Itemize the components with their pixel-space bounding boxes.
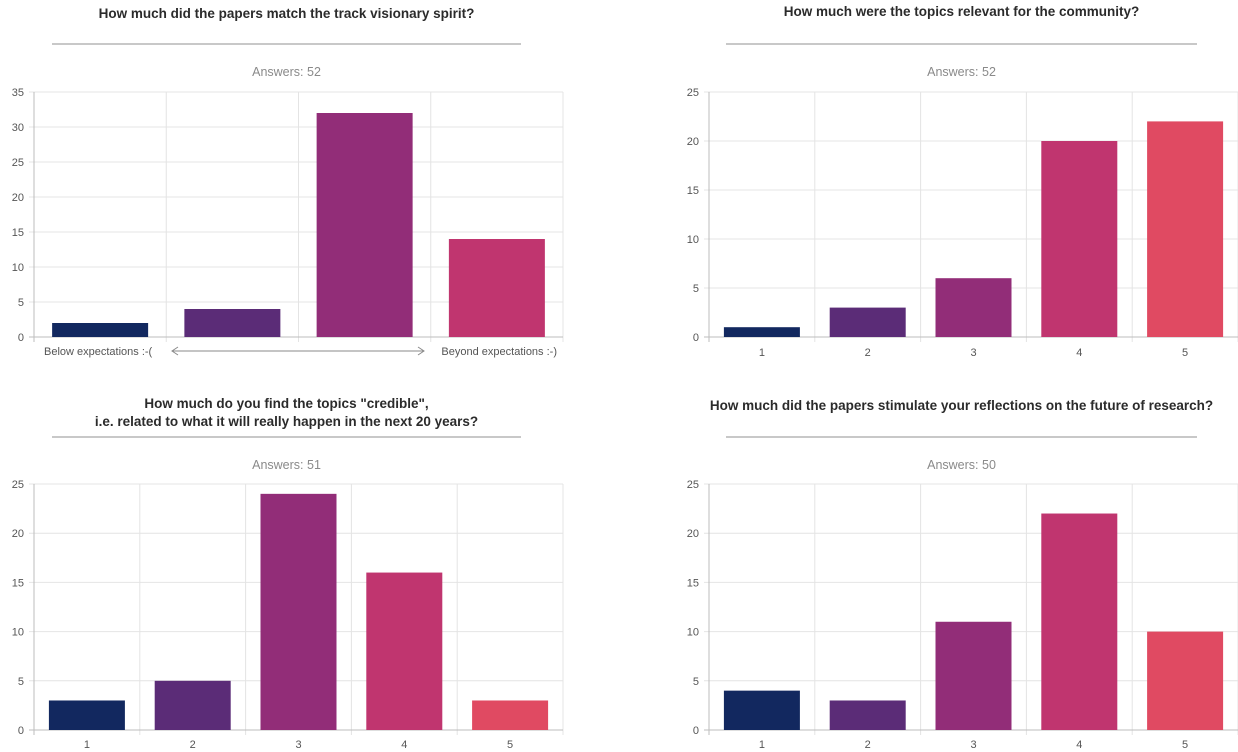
bar-1 [723,690,800,730]
y-tick-label: 35 [12,87,24,99]
y-tick-label: 25 [687,87,699,99]
bar-1 [48,700,125,730]
y-tick-label: 0 [18,725,24,737]
arrow-head-right-icon [417,346,425,356]
x-tick-label: 1 [759,739,765,751]
y-tick-label: 5 [693,676,699,688]
y-tick-label: 30 [12,122,24,134]
bar-2 [829,307,906,337]
y-tick-label: 0 [693,725,699,737]
bar-4 [448,239,545,337]
y-tick-label: 10 [687,234,699,246]
y-tick-label: 0 [693,332,699,344]
y-tick-label: 15 [12,227,24,239]
x-tick-label: 1 [84,739,90,751]
y-tick-label: 10 [12,262,24,274]
bar-chart: How much did the papers match the track … [12,6,564,358]
x-tick-label: 3 [970,347,976,359]
bar-chart: How much were the topics relevant for th… [687,4,1238,359]
bar-2 [184,309,281,337]
chart-panel-visionary-spirit: How much did the papers match the track … [0,0,600,370]
y-tick-label: 20 [12,192,24,204]
x-tick-label: 2 [865,347,871,359]
x-tick-label: 5 [1182,347,1188,359]
bar-3 [316,113,413,337]
y-tick-label: 20 [687,136,699,148]
chart-panel-topic-credibility: How much do you find the topics "credibl… [0,388,600,752]
bar-1 [723,327,800,337]
answers-count: Answers: 52 [252,65,321,79]
x-tick-label: 3 [295,739,301,751]
x-tick-label: 1 [759,347,765,359]
chart-title: How much did the papers stimulate your r… [710,398,1213,413]
bar-4 [366,572,443,730]
x-tick-label: 5 [1182,739,1188,751]
chart-title: How much do you find the topics "credibl… [144,396,428,411]
x-tick-label: 2 [865,739,871,751]
chart-title: i.e. related to what it will really happ… [95,414,478,429]
x-tick-label: 4 [401,739,407,751]
chart-title: How much were the topics relevant for th… [784,4,1140,19]
answers-count: Answers: 51 [252,458,321,472]
bar-chart: How much did the papers stimulate your r… [687,398,1238,751]
y-tick-label: 15 [687,185,699,197]
y-tick-label: 10 [687,627,699,639]
x-tick-label: 2 [190,739,196,751]
y-tick-label: 15 [687,577,699,589]
bar-1 [52,323,149,337]
x-tick-label: 4 [1076,739,1082,751]
scale-label-high: Beyond expectations :-) [441,346,557,358]
bar-4 [1041,513,1118,730]
bar-4 [1041,141,1118,337]
y-tick-label: 5 [18,676,24,688]
answers-count: Answers: 50 [927,458,996,472]
bar-3 [260,493,337,730]
y-tick-label: 10 [12,627,24,639]
bar-3 [935,621,1012,730]
bar-5 [1147,121,1224,338]
x-tick-label: 5 [507,739,513,751]
bar-chart: How much do you find the topics "credibl… [12,396,564,751]
arrow-head-left-icon [171,346,179,356]
x-tick-label: 4 [1076,347,1082,359]
y-tick-label: 20 [12,528,24,540]
y-tick-label: 25 [12,479,24,491]
chart-title: How much did the papers match the track … [99,6,475,21]
bar-5 [1147,631,1224,730]
y-tick-label: 0 [18,332,24,344]
y-tick-label: 20 [687,528,699,540]
scale-label-low: Below expectations :-( [44,346,153,358]
y-tick-label: 25 [12,157,24,169]
x-tick-label: 3 [970,739,976,751]
bar-2 [829,700,906,730]
y-tick-label: 5 [18,297,24,309]
bar-3 [935,278,1012,337]
chart-panel-reflection-stimulus: How much did the papers stimulate your r… [620,388,1238,752]
answers-count: Answers: 52 [927,65,996,79]
y-tick-label: 25 [687,479,699,491]
y-tick-label: 5 [693,283,699,295]
chart-panel-topic-relevance: How much were the topics relevant for th… [620,0,1238,370]
bar-2 [154,680,231,730]
bar-5 [472,700,549,730]
y-tick-label: 15 [12,577,24,589]
